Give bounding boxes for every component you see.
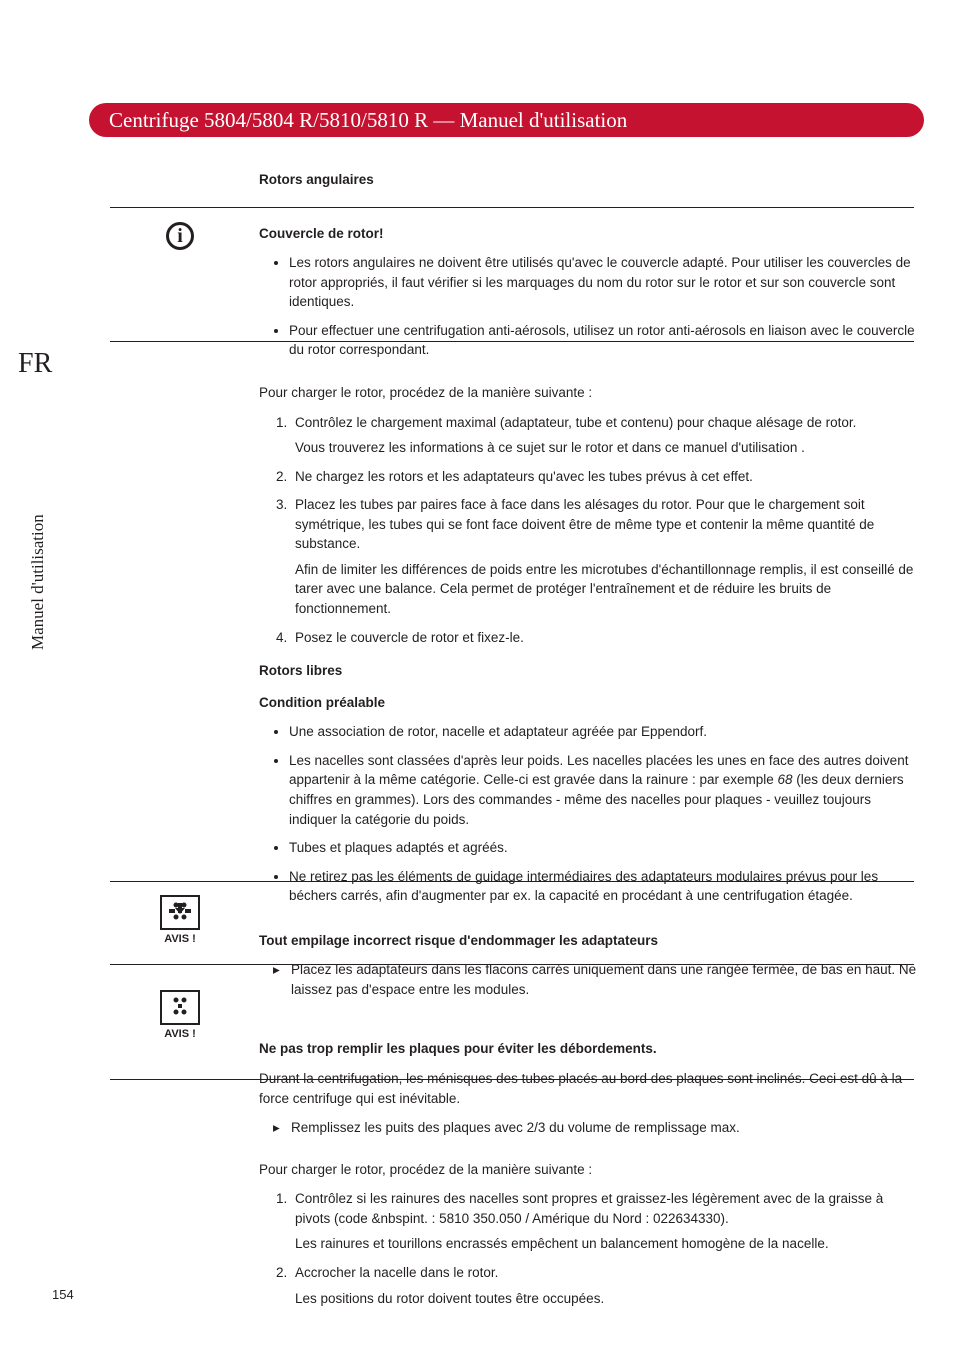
info-icon-block: i <box>125 222 235 250</box>
info-item: Les rotors angulaires ne doivent être ut… <box>289 253 919 312</box>
arrow-icon: ▸ <box>273 960 291 999</box>
divider <box>110 1079 914 1080</box>
info-title: Couvercle de rotor! <box>259 224 919 244</box>
cond-item: Une association de rotor, nacelle et ada… <box>289 722 919 742</box>
cond-text-italic: 68 <box>778 772 793 787</box>
proc2-list: Contrôlez si les rainures des nacelles s… <box>259 1189 919 1308</box>
info-list: Les rotors angulaires ne doivent être ut… <box>259 253 919 360</box>
avis2-para: Durant la centrifugation, les ménisques … <box>259 1069 919 1108</box>
proc2-text: Les positions du rotor doivent toutes êt… <box>295 1289 919 1309</box>
divider <box>110 341 914 342</box>
main-content: Rotors angulaires Couvercle de rotor! Le… <box>259 170 919 1317</box>
avis2-list: ▸ Remplissez les puits des plaques avec … <box>259 1118 919 1138</box>
proc1-item: Placez les tubes par paires face à face … <box>291 495 919 618</box>
info-icon: i <box>166 222 194 250</box>
avis1-list: ▸ Placez les adaptateurs dans les flacon… <box>259 960 919 999</box>
proc1-list: Contrôlez le chargement maximal (adaptat… <box>259 413 919 648</box>
proc2-text: Contrôlez si les rainures des nacelles s… <box>295 1189 919 1228</box>
proc1-item: Ne chargez les rotors et les adaptateurs… <box>291 467 919 487</box>
arrow-icon: ▸ <box>273 1118 291 1138</box>
header-title: Centrifuge 5804/5804 R/5810/5810 R — Man… <box>109 108 627 133</box>
proc2-text: Les rainures et tourillons encrassés emp… <box>295 1234 919 1254</box>
sidebar-vertical-label: Manuel d'utilisation <box>28 514 48 650</box>
cond-title: Condition préalable <box>259 693 919 713</box>
avis1-icon-block: AVIS ! <box>125 895 235 945</box>
cond-item: Ne retirez pas les éléments de guidage i… <box>289 867 919 906</box>
proc1-text: Vous trouverez les informations à ce suj… <box>295 438 919 458</box>
proc2-item: Contrôlez si les rainures des nacelles s… <box>291 1189 919 1254</box>
avis2-title: Ne pas trop remplir les plaques pour évi… <box>259 1039 919 1059</box>
divider <box>110 964 914 965</box>
avis2-item: ▸ Remplissez les puits des plaques avec … <box>273 1118 919 1138</box>
avis2-text: Remplissez les puits des plaques avec 2/… <box>291 1118 740 1138</box>
proc1-text: Contrôlez le chargement maximal (adaptat… <box>295 413 919 433</box>
proc2-intro: Pour charger le rotor, procédez de la ma… <box>259 1160 919 1180</box>
proc1-text: Placez les tubes par paires face à face … <box>295 495 919 554</box>
avis1-title: Tout empilage incorrect risque d'endomma… <box>259 931 919 951</box>
proc2-text: Accrocher la nacelle dans le rotor. <box>295 1263 919 1283</box>
avis1-item: ▸ Placez les adaptateurs dans les flacon… <box>273 960 919 999</box>
section-title-rotors-angulaires: Rotors angulaires <box>259 170 919 190</box>
notice-icon <box>160 990 200 1025</box>
divider <box>110 207 914 208</box>
proc2-item: Accrocher la nacelle dans le rotor. Les … <box>291 1263 919 1308</box>
proc1-text: Afin de limiter les différences de poids… <box>295 560 919 619</box>
cond-item: Tubes et plaques adaptés et agréés. <box>289 838 919 858</box>
cond-list: Une association de rotor, nacelle et ada… <box>259 722 919 906</box>
sidebar-lang: FR <box>18 348 52 380</box>
proc1-intro: Pour charger le rotor, procédez de la ma… <box>259 383 919 403</box>
header-bar: Centrifuge 5804/5804 R/5810/5810 R — Man… <box>89 103 924 137</box>
avis1-text: Placez les adaptateurs dans les flacons … <box>291 960 919 999</box>
section-title-rotors-libres: Rotors libres <box>259 661 919 681</box>
divider <box>110 881 914 882</box>
avis2-icon-block: AVIS ! <box>125 990 235 1040</box>
page-number: 154 <box>52 1287 74 1302</box>
cond-item: Les nacelles sont classées d'après leur … <box>289 751 919 829</box>
avis-label: AVIS ! <box>125 1028 235 1040</box>
notice-icon <box>160 895 200 930</box>
avis-label: AVIS ! <box>125 933 235 945</box>
proc1-item: Posez le couvercle de rotor et fixez-le. <box>291 628 919 648</box>
proc1-item: Contrôlez le chargement maximal (adaptat… <box>291 413 919 458</box>
